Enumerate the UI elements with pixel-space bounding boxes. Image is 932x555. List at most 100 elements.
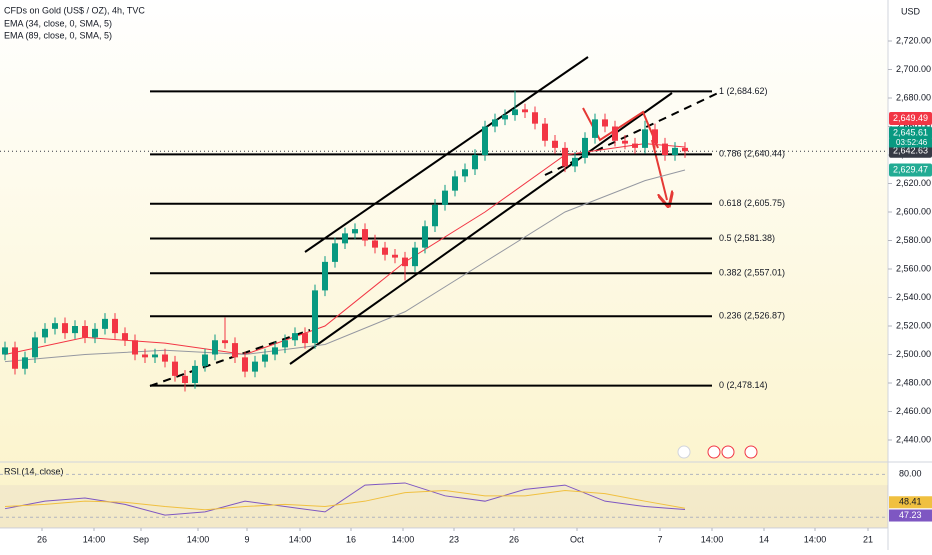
candle-body	[132, 340, 138, 355]
candle-body	[502, 115, 508, 120]
y-tick-label: 2,560.00	[896, 263, 931, 273]
x-tick-label: 16	[346, 534, 356, 544]
candle-body	[372, 240, 378, 248]
candle-body	[412, 247, 418, 267]
candle-body	[432, 204, 438, 227]
y-tick-label: 2,500.00	[896, 349, 931, 359]
drawings	[149, 56, 758, 459]
candle-body	[52, 323, 58, 329]
candle-body	[682, 147, 688, 152]
fib-label: 0.5 (2,581.38)	[719, 233, 775, 243]
candle-body	[242, 357, 248, 372]
x-tick-label: 26	[37, 534, 47, 544]
candle-body	[342, 233, 348, 244]
event-icon[interactable]	[721, 445, 735, 459]
candle-body	[42, 328, 48, 338]
price-label-bg	[889, 144, 932, 158]
price-label: 2,642.63	[893, 146, 928, 156]
candle-body	[22, 357, 28, 369]
candle-body	[642, 129, 648, 148]
countdown: 03:52:46	[896, 138, 928, 147]
rsi-title: RSI (14, close)	[4, 466, 64, 476]
plot-background	[0, 0, 888, 528]
y-tick-label: 2,700.00	[896, 64, 931, 74]
y-tick-label: 2,680.00	[896, 92, 931, 102]
candle-body	[32, 337, 38, 358]
candle-body	[62, 323, 68, 334]
candle-body	[112, 318, 118, 334]
fib-label: 0.236 (2,526.87)	[719, 311, 785, 321]
candle-body	[532, 112, 538, 124]
event-icon[interactable]	[707, 445, 721, 459]
candle-body	[202, 354, 208, 366]
candle-body	[302, 333, 308, 344]
candle-body	[582, 137, 588, 158]
x-tick-label: 14:00	[701, 534, 724, 544]
y-tick-label: 2,580.00	[896, 235, 931, 245]
candle-body	[552, 140, 558, 148]
candle-body	[102, 318, 108, 329]
candle-body	[12, 347, 18, 369]
event-icon[interactable]	[677, 445, 691, 459]
candle-body	[142, 354, 148, 358]
candle-body	[82, 326, 88, 338]
x-tick-label: 7	[657, 534, 662, 544]
candle-body	[222, 340, 228, 344]
event-icon[interactable]	[744, 445, 758, 459]
candle-body	[442, 190, 448, 205]
x-tick-label: Oct	[570, 534, 585, 544]
candle-body	[72, 326, 78, 334]
candle-body	[612, 126, 618, 141]
pattern-line	[582, 107, 659, 149]
y-tick-label: 2,600.00	[896, 206, 931, 216]
x-tick-label: 14:00	[392, 534, 415, 544]
candle-body	[512, 109, 518, 116]
price-label: 2,645.61	[893, 127, 928, 137]
rsi-value-label: 47.23	[899, 510, 922, 520]
candle-body	[322, 261, 328, 291]
y-tick-label: 2,620.00	[896, 178, 931, 188]
candle-body	[152, 354, 158, 358]
candle-body	[562, 147, 568, 167]
candle-body	[312, 290, 318, 344]
candle-body	[662, 143, 668, 155]
fib-label: 0.382 (2,557.01)	[719, 268, 785, 278]
indicator-label: EMA (89, close, 0, SMA, 5)	[4, 30, 112, 40]
x-tick-label: 26	[509, 534, 519, 544]
candle-body	[672, 147, 678, 155]
y-tick-label: 2,540.00	[896, 292, 931, 302]
fib-label: 0.618 (2,605.75)	[719, 198, 785, 208]
x-tick-label: 14:00	[83, 534, 106, 544]
rsi-line	[4, 489, 686, 511]
price-label: 2,649.49	[893, 113, 928, 123]
candle-body	[592, 119, 598, 138]
candle-body	[272, 347, 278, 355]
candle-body	[232, 343, 238, 358]
indicator-label: EMA (34, close, 0, SMA, 5)	[4, 18, 112, 28]
candle-body	[382, 247, 388, 255]
candle-body	[192, 365, 198, 383]
y-tick-label: 2,660.00	[896, 121, 931, 131]
candle-body	[622, 140, 628, 144]
y-tick-label: 2,440.00	[896, 434, 931, 444]
candle-body	[542, 123, 548, 141]
candle-body	[292, 333, 298, 341]
price-label-bg	[889, 163, 932, 177]
candle-body	[572, 157, 578, 167]
candle-body	[2, 347, 8, 355]
candle-body	[92, 328, 98, 338]
price-label-bg	[889, 126, 932, 140]
candle-body	[632, 143, 638, 148]
candle-body	[332, 243, 338, 262]
candle-body	[162, 354, 168, 362]
ema-line	[4, 169, 686, 363]
candle-body	[212, 340, 218, 355]
currency-label: USD	[901, 6, 921, 16]
candle-body	[482, 126, 488, 155]
rsi-value-label: 48.41	[899, 497, 922, 507]
candle-body	[122, 333, 128, 341]
rsi-band	[0, 485, 888, 528]
x-tick-label: 14:00	[187, 534, 210, 544]
time-axis-bg	[0, 528, 888, 550]
